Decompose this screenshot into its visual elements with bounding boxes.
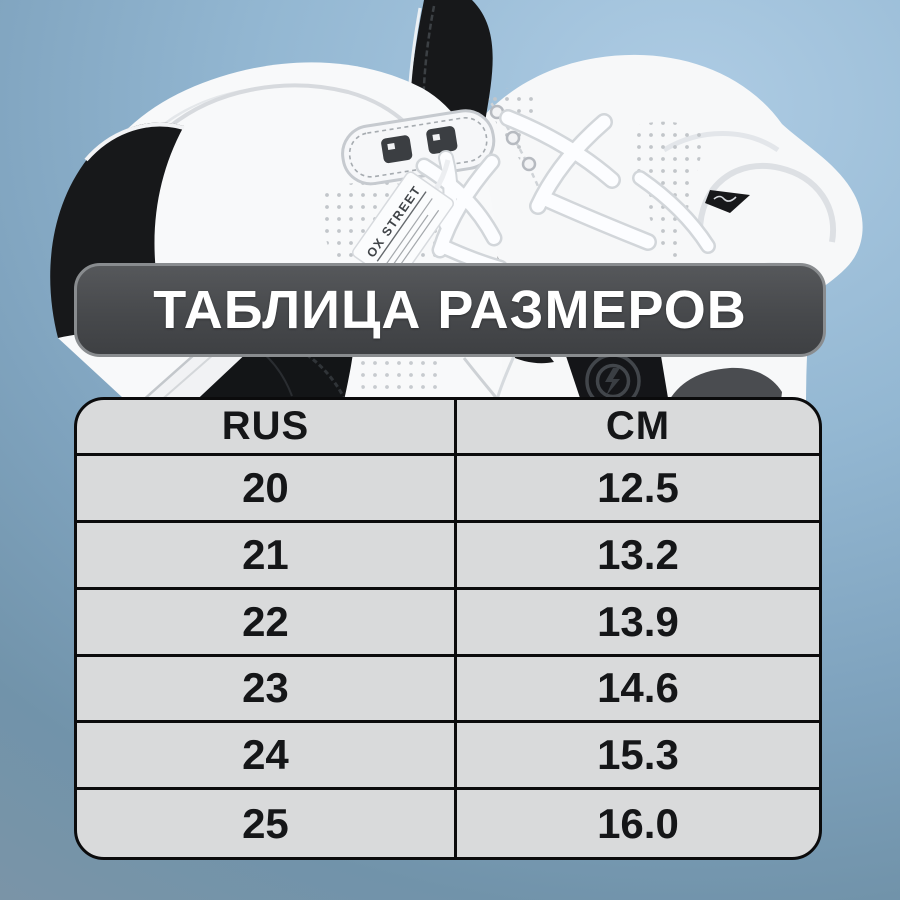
size-cell-cm: 15.3 [456,723,819,791]
page-title: ТАБЛИЦА РАЗМЕРОВ [153,280,747,340]
size-cell-cm: 13.9 [456,590,819,657]
hang-tag: OX STREET [352,159,454,285]
size-cell-cm: 16.0 [597,799,679,847]
size-table: RUS CM 20 12.5 21 13.2 22 13.9 23 14.6 2… [74,397,822,860]
size-cell-rus: 23 [77,656,457,724]
size-cell-rus: 20 [77,456,457,523]
table-header-rus: RUS [77,400,457,456]
size-cell-cm: 12.5 [456,456,819,523]
size-cell-cm: 13.2 [456,523,819,590]
tongue-diamond-logo-icon [705,190,750,213]
left-sneaker [50,62,516,410]
table-header-cm: CM [456,400,819,456]
size-cell-rus: 24 [77,723,457,791]
title-banner: ТАБЛИЦА РАЗМЕРОВ [74,263,826,357]
left-laces [415,150,509,277]
right-laces [499,109,716,254]
size-cell-rus: 21 [77,522,457,590]
size-cell-rus: 25 [77,790,457,857]
size-cell-cm: 14.6 [456,657,819,724]
size-cell-rus: 22 [77,589,457,657]
eyelet-plate [341,109,496,186]
